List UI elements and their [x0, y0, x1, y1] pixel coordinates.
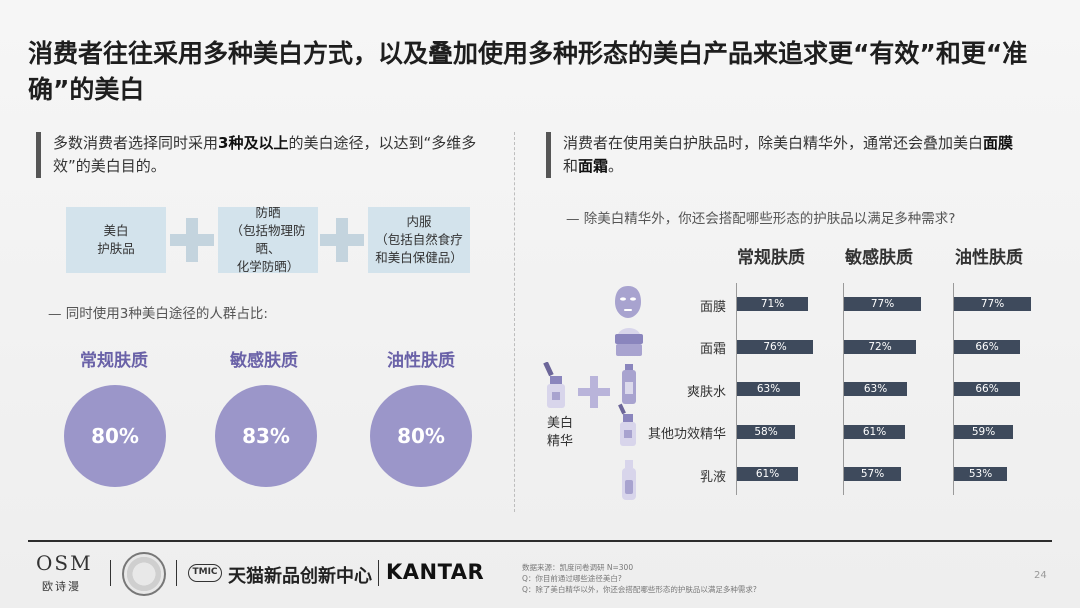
- essence-label-line1: 美白: [546, 416, 573, 431]
- group-value-sensitive: 83%: [215, 385, 317, 487]
- left-callout-post: 的美白途径，以达到“多维多效”的美白目的。: [53, 134, 477, 175]
- essence-label: 美白 精华: [543, 415, 577, 451]
- bar-2-3: 59%: [954, 425, 1013, 439]
- tmic-text: 天猫新品创新中心: [228, 566, 372, 587]
- category-label-mask: 面膜: [699, 300, 726, 315]
- bar-2-0: 77%: [954, 297, 1031, 311]
- series-header-oily: 油性肤质: [955, 248, 1023, 268]
- bar-0-4: 61%: [737, 467, 798, 481]
- university-seal-icon: [122, 552, 166, 596]
- left-callout: 多数消费者选择同时采用3种及以上的美白途径，以达到“多维多效”的美白目的。: [36, 132, 486, 178]
- category-label-other-essence: 其他功效精华: [647, 427, 726, 442]
- source-line-3: Q：除了美白精华以外，你还会搭配哪些形态的护肤品以满足多种需求?: [522, 585, 757, 594]
- method-sunscreen: 防晒 （包括物理防晒、 化学防晒）: [218, 205, 318, 274]
- bar-1-3: 61%: [844, 425, 905, 439]
- whitening-essence-icon: [543, 362, 565, 408]
- logo-separator: [110, 560, 111, 586]
- group-label-oily: 油性肤质: [387, 351, 455, 371]
- bar-0-2: 63%: [737, 382, 800, 396]
- method-sunscreen-line3: 化学防晒）: [236, 259, 300, 274]
- plus-icon: [578, 376, 610, 408]
- plus-icon: [170, 218, 214, 262]
- lotion-bottle-icon: [622, 460, 636, 500]
- source-line-1: 数据来源：凯度问卷调研 N=300: [522, 563, 634, 572]
- dropper-bottle-icon: [618, 403, 636, 446]
- method-skincare: 美白 护肤品: [66, 207, 166, 273]
- bar-0-1: 76%: [737, 340, 813, 354]
- source-note: 数据来源：凯度问卷调研 N=300 Q：你目前通过哪些途径美白? Q：除了美白精…: [522, 562, 757, 595]
- method-sunscreen-line2: （包括物理防晒、: [230, 223, 306, 256]
- page-title: 消费者往往采用多种美白方式，以及叠加使用多种形态的美白产品来追求更“有效”和更“…: [28, 39, 1028, 104]
- right-note: — 除美白精华外，你还会搭配哪些形态的护肤品以满足多种需求?: [566, 211, 956, 227]
- category-label-toner: 爽肤水: [686, 385, 726, 400]
- plus-icon: [320, 218, 364, 262]
- right-callout-pre: 消费者在使用美白护肤品时，除美白精华外，通常还会叠加美白: [563, 134, 984, 152]
- footer-rule: [28, 540, 1052, 542]
- bar-2-2: 66%: [954, 382, 1020, 396]
- method-oral-line3: 和美白保健品）: [375, 250, 463, 265]
- page-number: 24: [1034, 570, 1047, 581]
- method-skincare-line1: 美白: [103, 223, 129, 238]
- group-label-normal: 常规肤质: [80, 351, 148, 371]
- series-header-normal: 常规肤质: [737, 248, 805, 268]
- bar-0-0: 71%: [737, 297, 808, 311]
- essence-label-line2: 精华: [546, 434, 573, 449]
- bar-1-0: 77%: [844, 297, 921, 311]
- category-label-lotion: 乳液: [699, 470, 726, 485]
- method-oral: 内服 （包括自然食疗 和美白保健品）: [368, 207, 470, 273]
- toner-bottle-icon: [622, 364, 636, 404]
- right-callout-bold-mask: 面膜: [983, 134, 1014, 152]
- left-note: — 同时使用3种美白途径的人群占比:: [48, 306, 268, 322]
- face-mask-icon: [615, 286, 641, 318]
- kantar-logo: KANTAR: [386, 560, 485, 584]
- method-skincare-line2: 护肤品: [97, 241, 135, 256]
- osm-logo: OSM: [36, 551, 93, 575]
- method-oral-line2: （包括自然食疗: [375, 232, 463, 247]
- category-label-cream: 面霜: [699, 342, 726, 357]
- logo-separator: [176, 560, 177, 586]
- bar-baseline: [736, 283, 737, 495]
- group-value-normal: 80%: [64, 385, 166, 487]
- method-sunscreen-line1: 防晒: [255, 205, 281, 220]
- bar-2-1: 66%: [954, 340, 1020, 354]
- logo-separator: [378, 560, 379, 586]
- bar-2-4: 53%: [954, 467, 1007, 481]
- cream-jar-icon: [615, 328, 643, 356]
- bar-1-4: 57%: [844, 467, 901, 481]
- bar-baseline: [953, 283, 954, 495]
- right-callout-mid: 和: [563, 157, 579, 175]
- bar-baseline: [843, 283, 844, 495]
- source-line-2: Q：你目前通过哪些途径美白?: [522, 574, 622, 583]
- column-divider: [514, 132, 515, 512]
- method-oral-line1: 内服: [406, 214, 432, 229]
- right-callout: 消费者在使用美白护肤品时，除美白精华外，通常还会叠加美白面膜和面霜。: [546, 132, 1026, 178]
- group-value-oily: 80%: [370, 385, 472, 487]
- series-header-sensitive: 敏感肤质: [845, 248, 913, 268]
- tmic-badge: TMIC: [188, 564, 222, 582]
- bar-0-3: 58%: [737, 425, 795, 439]
- osm-logo-subtitle: 欧诗漫: [42, 580, 81, 593]
- left-callout-pre: 多数消费者选择同时采用: [53, 134, 219, 152]
- bar-1-2: 63%: [844, 382, 907, 396]
- left-callout-bold: 3种及以上: [218, 134, 289, 152]
- bar-1-1: 72%: [844, 340, 916, 354]
- right-callout-bold-cream: 面霜: [578, 157, 609, 175]
- right-callout-post: 。: [608, 157, 624, 175]
- group-label-sensitive: 敏感肤质: [230, 351, 298, 371]
